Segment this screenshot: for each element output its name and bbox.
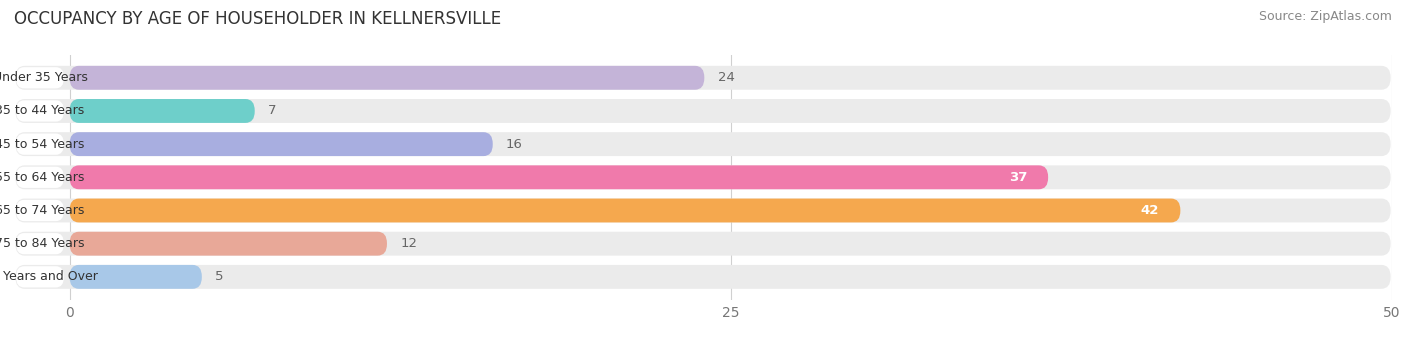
FancyBboxPatch shape (17, 200, 63, 221)
FancyBboxPatch shape (15, 66, 1391, 90)
FancyBboxPatch shape (70, 265, 202, 289)
FancyBboxPatch shape (70, 132, 492, 156)
Text: 37: 37 (1008, 171, 1026, 184)
FancyBboxPatch shape (15, 265, 1391, 289)
FancyBboxPatch shape (17, 67, 63, 88)
FancyBboxPatch shape (15, 99, 1391, 123)
FancyBboxPatch shape (15, 132, 1391, 156)
FancyBboxPatch shape (70, 232, 387, 256)
Text: 5: 5 (215, 270, 224, 283)
FancyBboxPatch shape (17, 167, 63, 188)
FancyBboxPatch shape (70, 165, 1047, 189)
Text: Source: ZipAtlas.com: Source: ZipAtlas.com (1258, 10, 1392, 23)
FancyBboxPatch shape (70, 198, 1181, 222)
Text: 7: 7 (269, 104, 277, 117)
FancyBboxPatch shape (17, 100, 63, 122)
Text: 75 to 84 Years: 75 to 84 Years (0, 237, 84, 250)
Text: 45 to 54 Years: 45 to 54 Years (0, 138, 84, 151)
Text: 65 to 74 Years: 65 to 74 Years (0, 204, 84, 217)
FancyBboxPatch shape (17, 266, 63, 287)
Text: 85 Years and Over: 85 Years and Over (0, 270, 97, 283)
FancyBboxPatch shape (15, 165, 1391, 189)
Text: 24: 24 (717, 71, 734, 84)
FancyBboxPatch shape (15, 232, 1391, 256)
Text: 35 to 44 Years: 35 to 44 Years (0, 104, 84, 117)
FancyBboxPatch shape (17, 233, 63, 254)
FancyBboxPatch shape (70, 99, 254, 123)
Text: 42: 42 (1140, 204, 1159, 217)
Text: 12: 12 (401, 237, 418, 250)
Text: OCCUPANCY BY AGE OF HOUSEHOLDER IN KELLNERSVILLE: OCCUPANCY BY AGE OF HOUSEHOLDER IN KELLN… (14, 10, 501, 28)
Text: 55 to 64 Years: 55 to 64 Years (0, 171, 84, 184)
Text: Under 35 Years: Under 35 Years (0, 71, 87, 84)
FancyBboxPatch shape (15, 198, 1391, 222)
FancyBboxPatch shape (70, 66, 704, 90)
Text: 16: 16 (506, 138, 523, 151)
FancyBboxPatch shape (17, 134, 63, 155)
